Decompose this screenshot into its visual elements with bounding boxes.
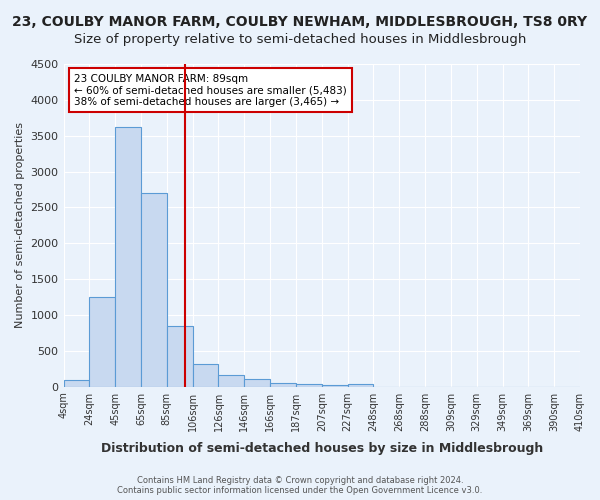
Bar [347, 384, 373, 386]
Bar [218, 376, 244, 386]
Bar [296, 384, 322, 386]
Bar [141, 193, 167, 386]
Bar [89, 297, 115, 386]
Bar [270, 382, 296, 386]
Text: 23 COULBY MANOR FARM: 89sqm
← 60% of semi-detached houses are smaller (5,483)
38: 23 COULBY MANOR FARM: 89sqm ← 60% of sem… [74, 74, 347, 107]
Bar [167, 326, 193, 386]
Y-axis label: Number of semi-detached properties: Number of semi-detached properties [15, 122, 25, 328]
Text: Size of property relative to semi-detached houses in Middlesbrough: Size of property relative to semi-detach… [74, 32, 526, 46]
Bar [115, 127, 141, 386]
Text: Contains HM Land Registry data © Crown copyright and database right 2024.
Contai: Contains HM Land Registry data © Crown c… [118, 476, 482, 495]
Text: 23, COULBY MANOR FARM, COULBY NEWHAM, MIDDLESBROUGH, TS8 0RY: 23, COULBY MANOR FARM, COULBY NEWHAM, MI… [13, 15, 587, 29]
Bar [322, 385, 347, 386]
Bar [193, 364, 218, 386]
Bar [244, 380, 270, 386]
X-axis label: Distribution of semi-detached houses by size in Middlesbrough: Distribution of semi-detached houses by … [101, 442, 543, 455]
Bar [64, 380, 89, 386]
